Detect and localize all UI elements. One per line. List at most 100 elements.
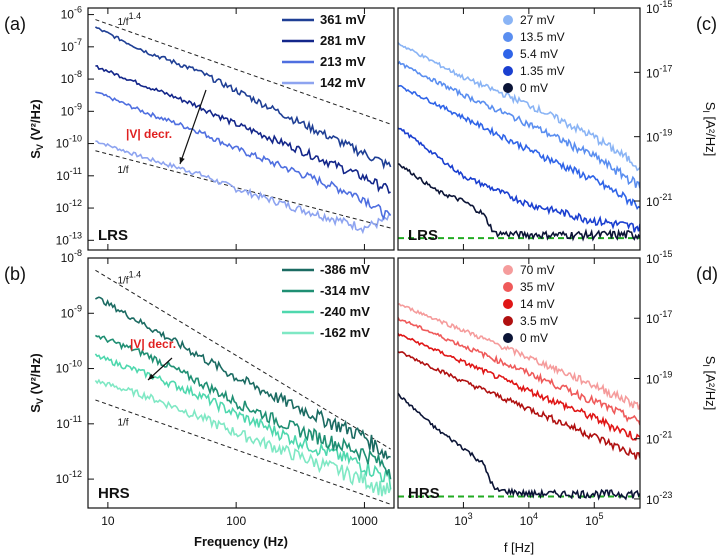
plot-area <box>398 303 640 501</box>
legend-marker <box>503 316 513 326</box>
plot-frame <box>397 7 641 251</box>
series-line-3 <box>398 351 640 460</box>
guide-label: 1/f <box>117 165 128 176</box>
y-tick-label: 10-15 <box>646 0 672 16</box>
y-tick-label: 10-17 <box>646 309 672 326</box>
y-tick-label: 10-7 <box>61 37 82 54</box>
legend-marker <box>503 282 513 292</box>
guide-label: 1/f1.4 <box>117 11 141 28</box>
legend-label: 14 mV <box>520 297 555 311</box>
legend-label: -240 mV <box>320 304 370 319</box>
x-tick-label: 103 <box>454 511 472 528</box>
legend-label: -162 mV <box>320 325 370 340</box>
panel-b: 10 100 1000 10-12 10-11 10-10 10-9 10-8 SV (V²/H… <box>4 248 395 549</box>
legend-label: 5.4 mV <box>520 47 558 61</box>
y-tick-label: 10-17 <box>646 63 672 80</box>
series-line-2 <box>398 333 640 441</box>
series-line-2 <box>398 84 640 211</box>
panel-c: 10-15 10-17 10-19 10-21 SI [A²/Hz] (c) LRS 27 m… <box>397 0 718 251</box>
plot-frame <box>397 257 641 509</box>
y-tick-label: 10-6 <box>61 5 82 22</box>
legend-label: 3.5 mV <box>520 314 558 328</box>
guide-line-1 <box>95 150 391 229</box>
series-line-0 <box>94 26 392 170</box>
panel-a: 10-13 10-12 10-11 10-10 10-9 10-8 10-7 10-6 SV (… <box>4 5 395 251</box>
legend-label: -386 mV <box>320 262 370 277</box>
annotation-arrow <box>179 89 207 165</box>
legend-label: 13.5 mV <box>520 30 565 44</box>
legend-marker <box>503 299 513 309</box>
series-line-0 <box>95 296 391 460</box>
y-tick-label: 10-11 <box>56 166 82 183</box>
y-tick-label: 10-11 <box>56 414 82 431</box>
plot-area <box>94 19 392 235</box>
legend-label: 361 mV <box>320 12 366 27</box>
guide-line-0 <box>95 19 391 125</box>
legend-label: 0 mV <box>520 81 548 95</box>
legend-marker <box>503 66 513 76</box>
legend-label: 142 mV <box>320 75 366 90</box>
x-tick-label: 1000 <box>351 514 378 528</box>
series-line-2 <box>94 353 392 490</box>
legend-marker <box>503 333 513 343</box>
state-label: HRS <box>408 485 440 502</box>
series-line-0 <box>398 42 640 172</box>
y-tick-label: 10-8 <box>61 69 82 86</box>
panel-label: (c) <box>696 14 717 34</box>
y-tick-label: 10-9 <box>61 101 82 118</box>
state-label: LRS <box>408 227 438 244</box>
legend-label: 0 mV <box>520 331 548 345</box>
series-line-0 <box>398 303 640 410</box>
state-label: LRS <box>98 227 128 244</box>
annotation-text: |V| decr. <box>130 337 176 351</box>
series-line-1 <box>398 60 640 189</box>
y-tick-label: 10-12 <box>56 198 82 215</box>
panel-d: 103 104 105 10-15 10-17 10-19 10-21 10-23 SI [A²… <box>397 249 718 555</box>
series-line-3 <box>398 127 640 233</box>
y-tick-label: 10-19 <box>646 369 672 386</box>
legend-label: 35 mV <box>520 280 555 294</box>
x-tick-label: 104 <box>520 511 538 528</box>
series-line-3 <box>95 140 391 235</box>
panel-label: (d) <box>696 264 718 284</box>
series-line-3 <box>94 378 392 497</box>
y-tick-label: 10-23 <box>646 490 672 507</box>
y-tick-label: 10-21 <box>646 192 672 209</box>
x-tick-label: 10 <box>101 514 115 528</box>
y-axis-title: SV (V²/Hz) <box>28 99 45 158</box>
annotation-arrowhead <box>148 373 155 380</box>
plot-frame <box>87 7 395 251</box>
guide-label: 1/f <box>117 417 128 428</box>
guide-label: 1/f1.4 <box>117 270 141 287</box>
y-tick-label: 10-19 <box>646 128 672 145</box>
legend-label: 1.35 mV <box>520 64 565 78</box>
legend-marker <box>503 83 513 93</box>
series-line-4 <box>398 392 640 501</box>
series-line-1 <box>94 334 392 480</box>
y-axis-title: SI [A²/Hz] <box>701 356 718 411</box>
guide-line-1 <box>95 399 391 505</box>
series-line-4 <box>398 162 640 242</box>
y-tick-label: 10-15 <box>646 249 672 266</box>
series-line-2 <box>95 91 392 221</box>
panel-label: (b) <box>4 264 26 284</box>
annotation-arrowhead <box>179 157 185 164</box>
plot-frame <box>87 257 395 509</box>
series-line-1 <box>95 64 391 194</box>
state-label: HRS <box>98 485 130 502</box>
panel-label: (a) <box>4 14 26 34</box>
legend-marker <box>503 49 513 59</box>
legend-label: 70 mV <box>520 263 555 277</box>
legend-label: 213 mV <box>320 54 366 69</box>
x-axis-title: Frequency (Hz) <box>194 534 288 549</box>
y-tick-label: 10-10 <box>56 359 82 376</box>
legend-label: 27 mV <box>520 13 555 27</box>
plot-area <box>398 42 640 242</box>
y-tick-label: 10-8 <box>61 248 82 265</box>
y-tick-label: 10-21 <box>646 430 672 447</box>
y-tick-label: 10-12 <box>56 469 82 486</box>
annotation-text: |V| decr. <box>126 127 172 141</box>
legend-marker <box>503 15 513 25</box>
legend-label: 281 mV <box>320 33 366 48</box>
